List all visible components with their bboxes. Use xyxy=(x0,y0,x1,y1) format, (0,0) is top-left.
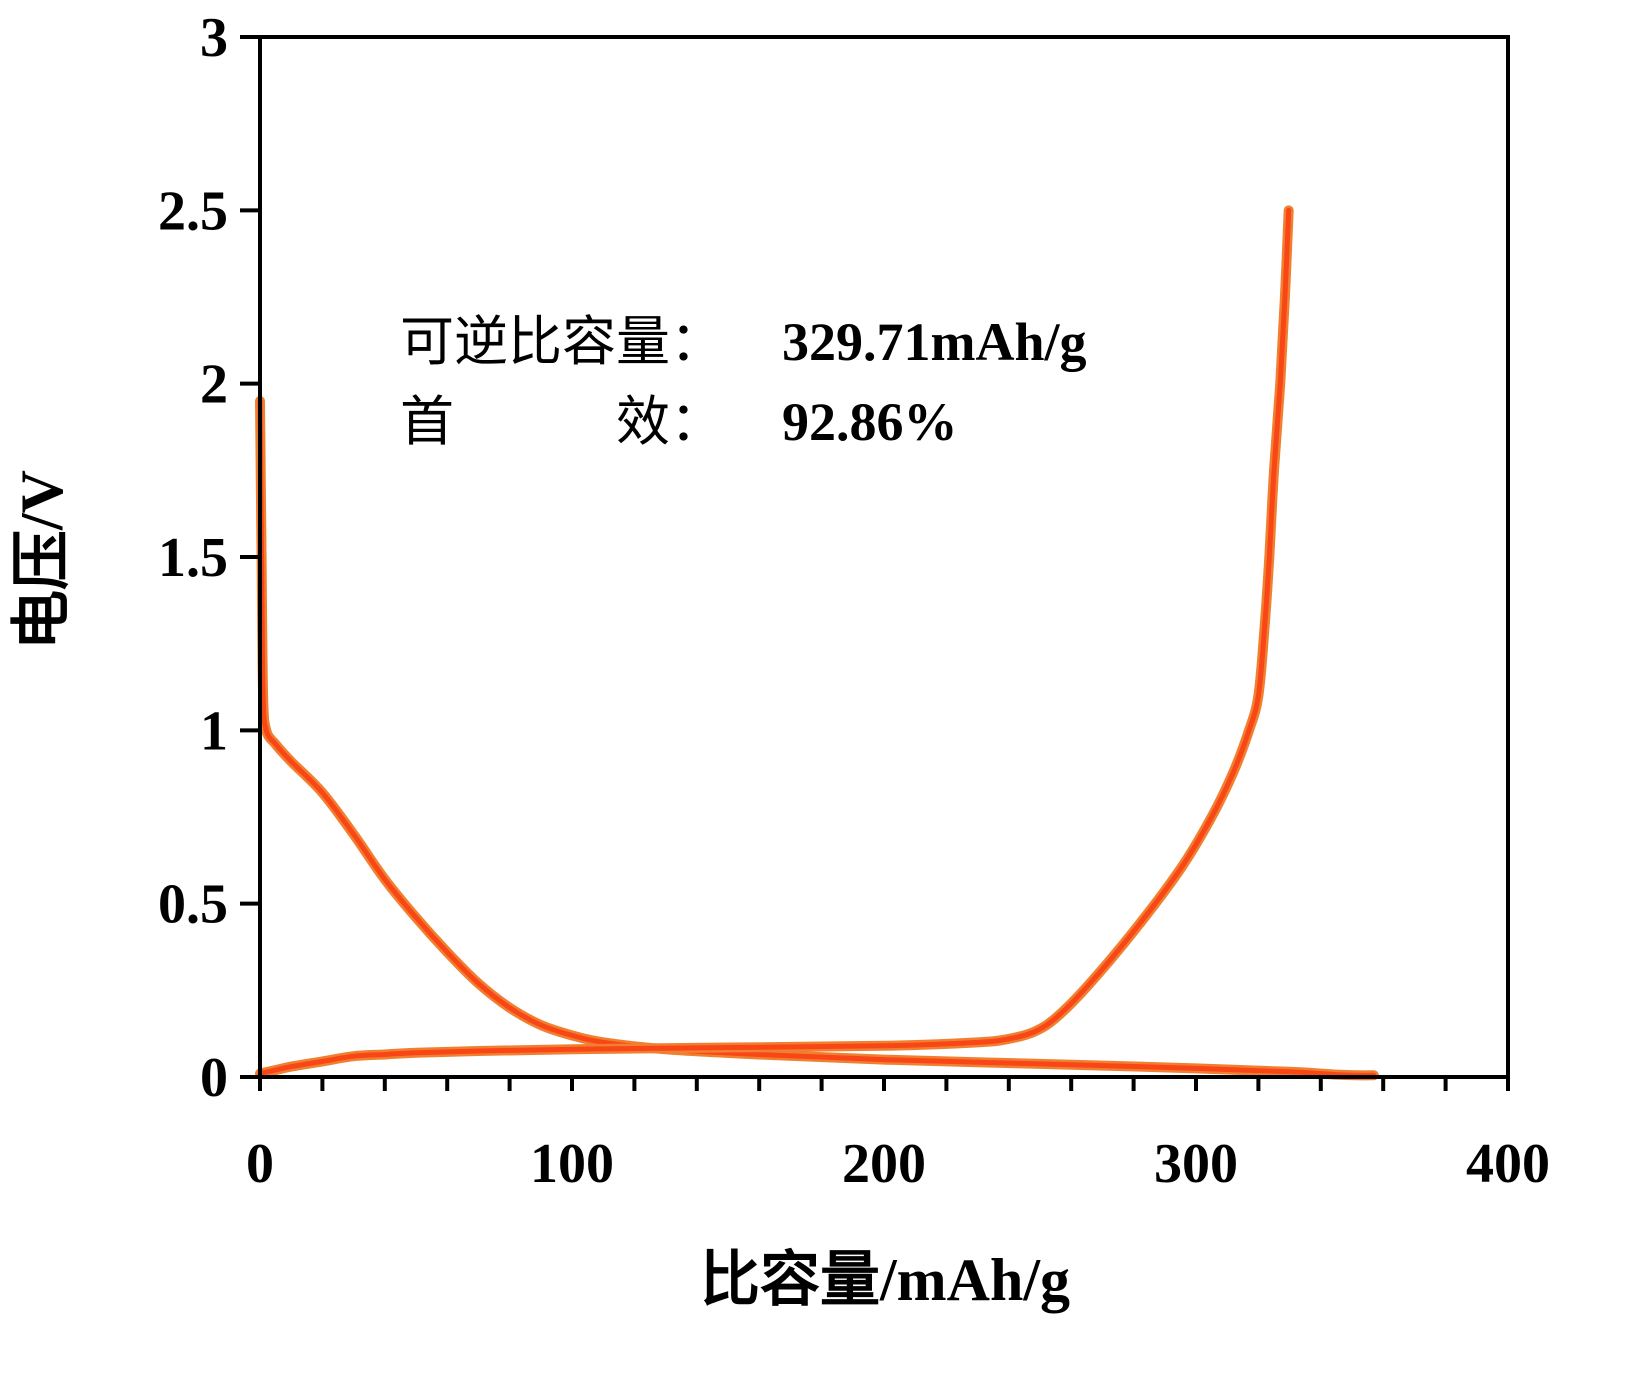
x-tick-label: 100 xyxy=(530,1133,614,1195)
x-tick-label: 400 xyxy=(1466,1133,1550,1195)
y-tick-label: 0.5 xyxy=(158,874,228,936)
series-0-line xyxy=(257,398,1377,1078)
y-axis-label: 电压/V xyxy=(9,470,75,650)
y-tick-label: 2.5 xyxy=(158,180,228,242)
annotation-capacity-value: 329.71mAh/g xyxy=(782,312,1087,372)
x-tick-label: 300 xyxy=(1154,1133,1238,1195)
axes: 0 0.5 1 1.5 2 2.5 3 0 100 200 300 400 xyxy=(158,7,1550,1195)
annotation-efficiency-value: 92.86% xyxy=(782,392,958,452)
x-axis-label: 比容量/mAh/g xyxy=(700,1247,1070,1313)
y-tick-label: 3 xyxy=(200,7,228,69)
annotation-efficiency-label: 首 效： xyxy=(400,392,724,452)
series-1-line xyxy=(257,207,1292,1077)
y-tick-label: 0 xyxy=(200,1047,228,1109)
x-tick-label: 200 xyxy=(842,1133,926,1195)
x-tick-label: 0 xyxy=(246,1133,274,1195)
curves xyxy=(255,205,1379,1081)
plot-frame xyxy=(258,35,1510,1079)
y-tick-label: 1.5 xyxy=(158,527,228,589)
y-tick-label: 1 xyxy=(200,700,228,762)
series-0-edge xyxy=(255,396,1379,1081)
y-tick-label: 2 xyxy=(200,354,228,416)
annotation-capacity-label: 可逆比容量： xyxy=(400,312,724,372)
